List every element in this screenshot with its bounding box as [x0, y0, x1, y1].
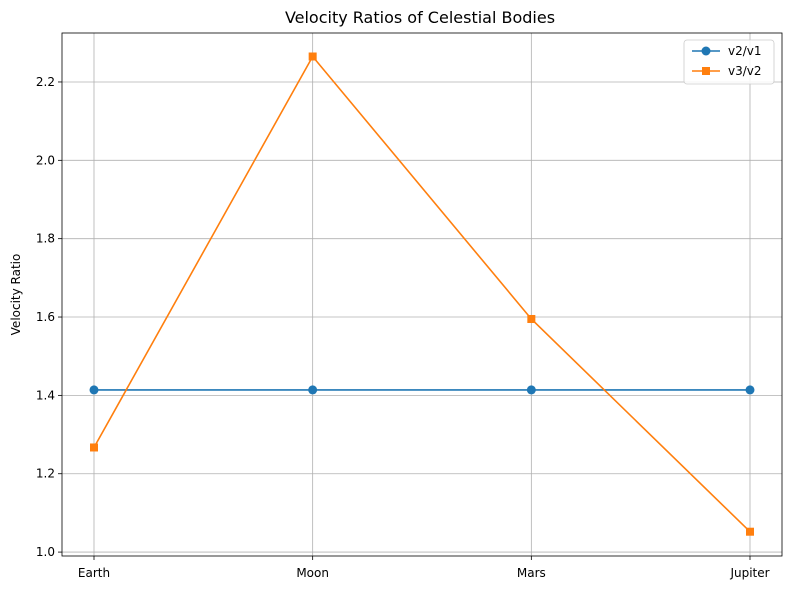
- y-tick-label: 1.8: [36, 232, 55, 246]
- chart-title: Velocity Ratios of Celestial Bodies: [285, 8, 555, 27]
- data-point-marker: [89, 385, 99, 395]
- y-tick-label: 2.2: [36, 75, 55, 89]
- x-axis-ticks: Earth Moon Mars Jupiter: [78, 556, 770, 580]
- grid-lines: [62, 33, 782, 556]
- legend-marker: [702, 67, 710, 75]
- series-lines: [89, 52, 755, 536]
- y-tick-label: 1.4: [36, 388, 55, 402]
- legend-entry-label: v2/v1: [728, 44, 762, 58]
- data-point-marker: [745, 385, 755, 395]
- y-tick-label: 1.2: [36, 467, 55, 481]
- x-tick-label: Moon: [296, 566, 329, 580]
- data-point-marker: [746, 527, 754, 536]
- data-point-marker: [527, 314, 536, 323]
- y-tick-label: 1.0: [36, 545, 55, 559]
- plot-area-frame: [61, 32, 783, 557]
- y-tick-label: 1.6: [36, 310, 55, 324]
- series-line-2: [93, 55, 751, 533]
- data-point-marker: [308, 385, 318, 395]
- x-tick-label: Jupiter: [729, 566, 769, 580]
- legend-marker: [701, 46, 711, 56]
- data-point-marker: [90, 443, 98, 452]
- legend-entry-label: v3/v2: [728, 64, 762, 78]
- data-point-marker: [526, 385, 536, 395]
- data-point-marker: [308, 52, 317, 61]
- x-tick-label: Mars: [517, 566, 546, 580]
- y-axis-ticks: 1.0 1.2 1.4 1.6 1.8 2.0 2.2: [36, 75, 62, 559]
- y-axis-label: Velocity Ratio: [9, 254, 23, 336]
- x-tick-label: Earth: [78, 566, 110, 580]
- y-tick-label: 2.0: [36, 153, 55, 167]
- legend: v2/v1 v3/v2: [683, 39, 775, 85]
